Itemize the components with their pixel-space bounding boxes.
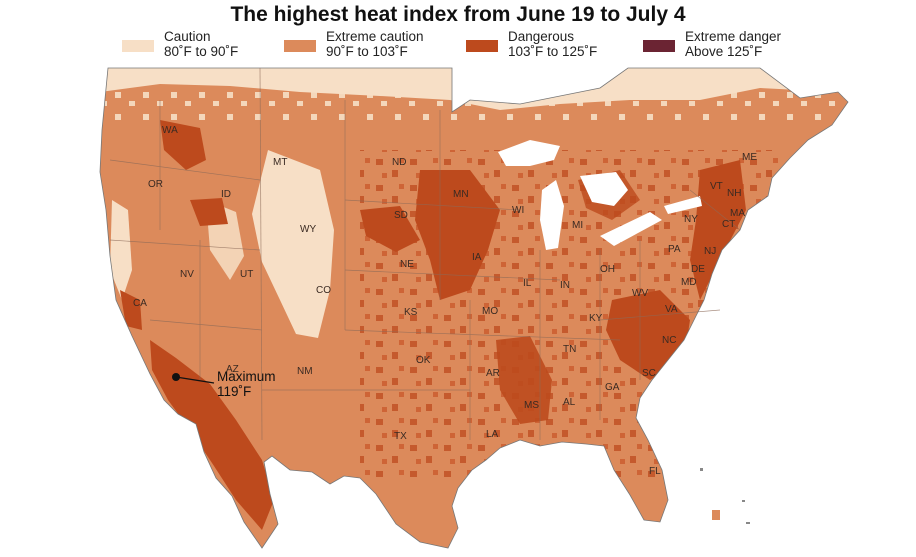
state-label-wa: WA	[162, 125, 178, 136]
legend-item-caution: Caution 80˚F to 90˚F	[122, 29, 238, 59]
state-label-ut: UT	[240, 269, 253, 280]
legend-category: Extreme caution	[326, 29, 424, 44]
state-label-sd: SD	[394, 210, 408, 221]
state-label-ne: NE	[400, 259, 414, 270]
lake-erie	[600, 212, 662, 246]
annotation-value: 119˚F	[217, 384, 251, 399]
state-label-ca: CA	[133, 298, 147, 309]
state-label-ar: AR	[486, 368, 500, 379]
heat-fill-layer	[100, 68, 848, 548]
lake-ontario	[664, 196, 702, 214]
state-label-me: ME	[742, 152, 757, 163]
state-label-vt: VT	[710, 181, 723, 192]
state-label-id: ID	[221, 189, 231, 200]
state-label-in: IN	[560, 280, 570, 291]
state-label-nm: NM	[297, 366, 313, 377]
annotation-label: Maximum	[217, 369, 276, 384]
map-title: The highest heat index from June 19 to J…	[230, 3, 686, 26]
dangerous-midwest	[415, 170, 500, 300]
legend-range: 90˚F to 103˚F	[326, 44, 408, 59]
legend-item-extreme-caution: Extreme caution 90˚F to 103˚F	[284, 29, 424, 59]
legend-category: Extreme danger	[685, 29, 782, 44]
state-label-mt: MT	[273, 157, 287, 168]
state-label-ky: KY	[589, 313, 603, 324]
state-label-tn: TN	[563, 344, 576, 355]
legend-category: Dangerous	[508, 29, 575, 44]
lake-huron	[580, 172, 628, 206]
state-label-il: IL	[523, 278, 532, 289]
state-label-wv: WV	[632, 288, 648, 299]
state-label-nj: NJ	[704, 246, 716, 257]
state-label-ia: IA	[472, 252, 482, 263]
state-borders	[109, 67, 741, 441]
caution-rockies	[252, 150, 334, 338]
state-label-ok: OK	[416, 355, 431, 366]
lake-superior	[498, 140, 560, 166]
state-label-nv: NV	[180, 269, 194, 280]
state-label-nd: ND	[392, 157, 406, 168]
legend-category: Caution	[164, 29, 211, 44]
state-label-mi: MI	[572, 220, 583, 231]
state-label-az: AZ	[226, 364, 239, 375]
state-label-ny: NY	[684, 214, 698, 225]
state-label-fl: FL	[649, 466, 661, 477]
legend: Caution 80˚F to 90˚F Extreme caution 90˚…	[0, 29, 916, 61]
state-label-co: CO	[316, 285, 331, 296]
maximum-location-dot	[172, 373, 180, 381]
state-label-al: AL	[563, 397, 576, 408]
state-label-wi: WI	[512, 205, 524, 216]
state-label-de: DE	[691, 264, 705, 275]
legend-range: Above 125˚F	[685, 44, 763, 59]
caribbean-islands	[700, 468, 750, 524]
lake-michigan	[540, 180, 564, 250]
maximum-annotation: Maximum 119˚F	[172, 369, 276, 399]
dangerous-northeast	[690, 160, 746, 300]
state-label-ga: GA	[605, 382, 620, 393]
state-label-ct: CT	[722, 219, 735, 230]
legend-swatch-caution	[122, 40, 154, 52]
state-label-or: OR	[148, 179, 163, 190]
state-label-wy: WY	[300, 224, 316, 235]
heat-index-map: WA OR ID MT WY ND SD MN WI MI NE IA IL I…	[99, 67, 849, 549]
state-label-oh: OH	[600, 264, 615, 275]
legend-swatch-extreme-caution	[284, 40, 316, 52]
state-label-md: MD	[681, 277, 697, 288]
state-label-mn: MN	[453, 189, 469, 200]
state-label-mo: MO	[482, 306, 498, 317]
state-label-tx: TX	[394, 431, 407, 442]
legend-item-dangerous: Dangerous 103˚F to 125˚F	[466, 29, 597, 59]
state-label-pa: PA	[668, 244, 681, 255]
state-label-ks: KS	[404, 307, 418, 318]
state-label-ms: MS	[524, 400, 539, 411]
state-label-ma: MA	[730, 208, 745, 219]
state-labels: WA OR ID MT WY ND SD MN WI MI NE IA IL I…	[133, 125, 757, 477]
state-label-nh: NH	[727, 188, 741, 199]
caution-coast	[110, 200, 132, 300]
dangerous-carolinas	[606, 290, 690, 380]
state-label-va: VA	[665, 304, 678, 315]
dangerous-southwest	[150, 340, 274, 530]
state-label-sc: SC	[642, 368, 656, 379]
state-label-nc: NC	[662, 335, 676, 346]
legend-swatch-extreme-danger	[643, 40, 675, 52]
annotation-leader-line	[175, 376, 215, 384]
legend-range: 80˚F to 90˚F	[164, 44, 239, 59]
us-outline	[99, 67, 849, 549]
legend-range: 103˚F to 125˚F	[508, 44, 598, 59]
legend-swatch-dangerous	[466, 40, 498, 52]
legend-item-extreme-danger: Extreme danger Above 125˚F	[643, 29, 781, 59]
state-label-la: LA	[486, 429, 499, 440]
